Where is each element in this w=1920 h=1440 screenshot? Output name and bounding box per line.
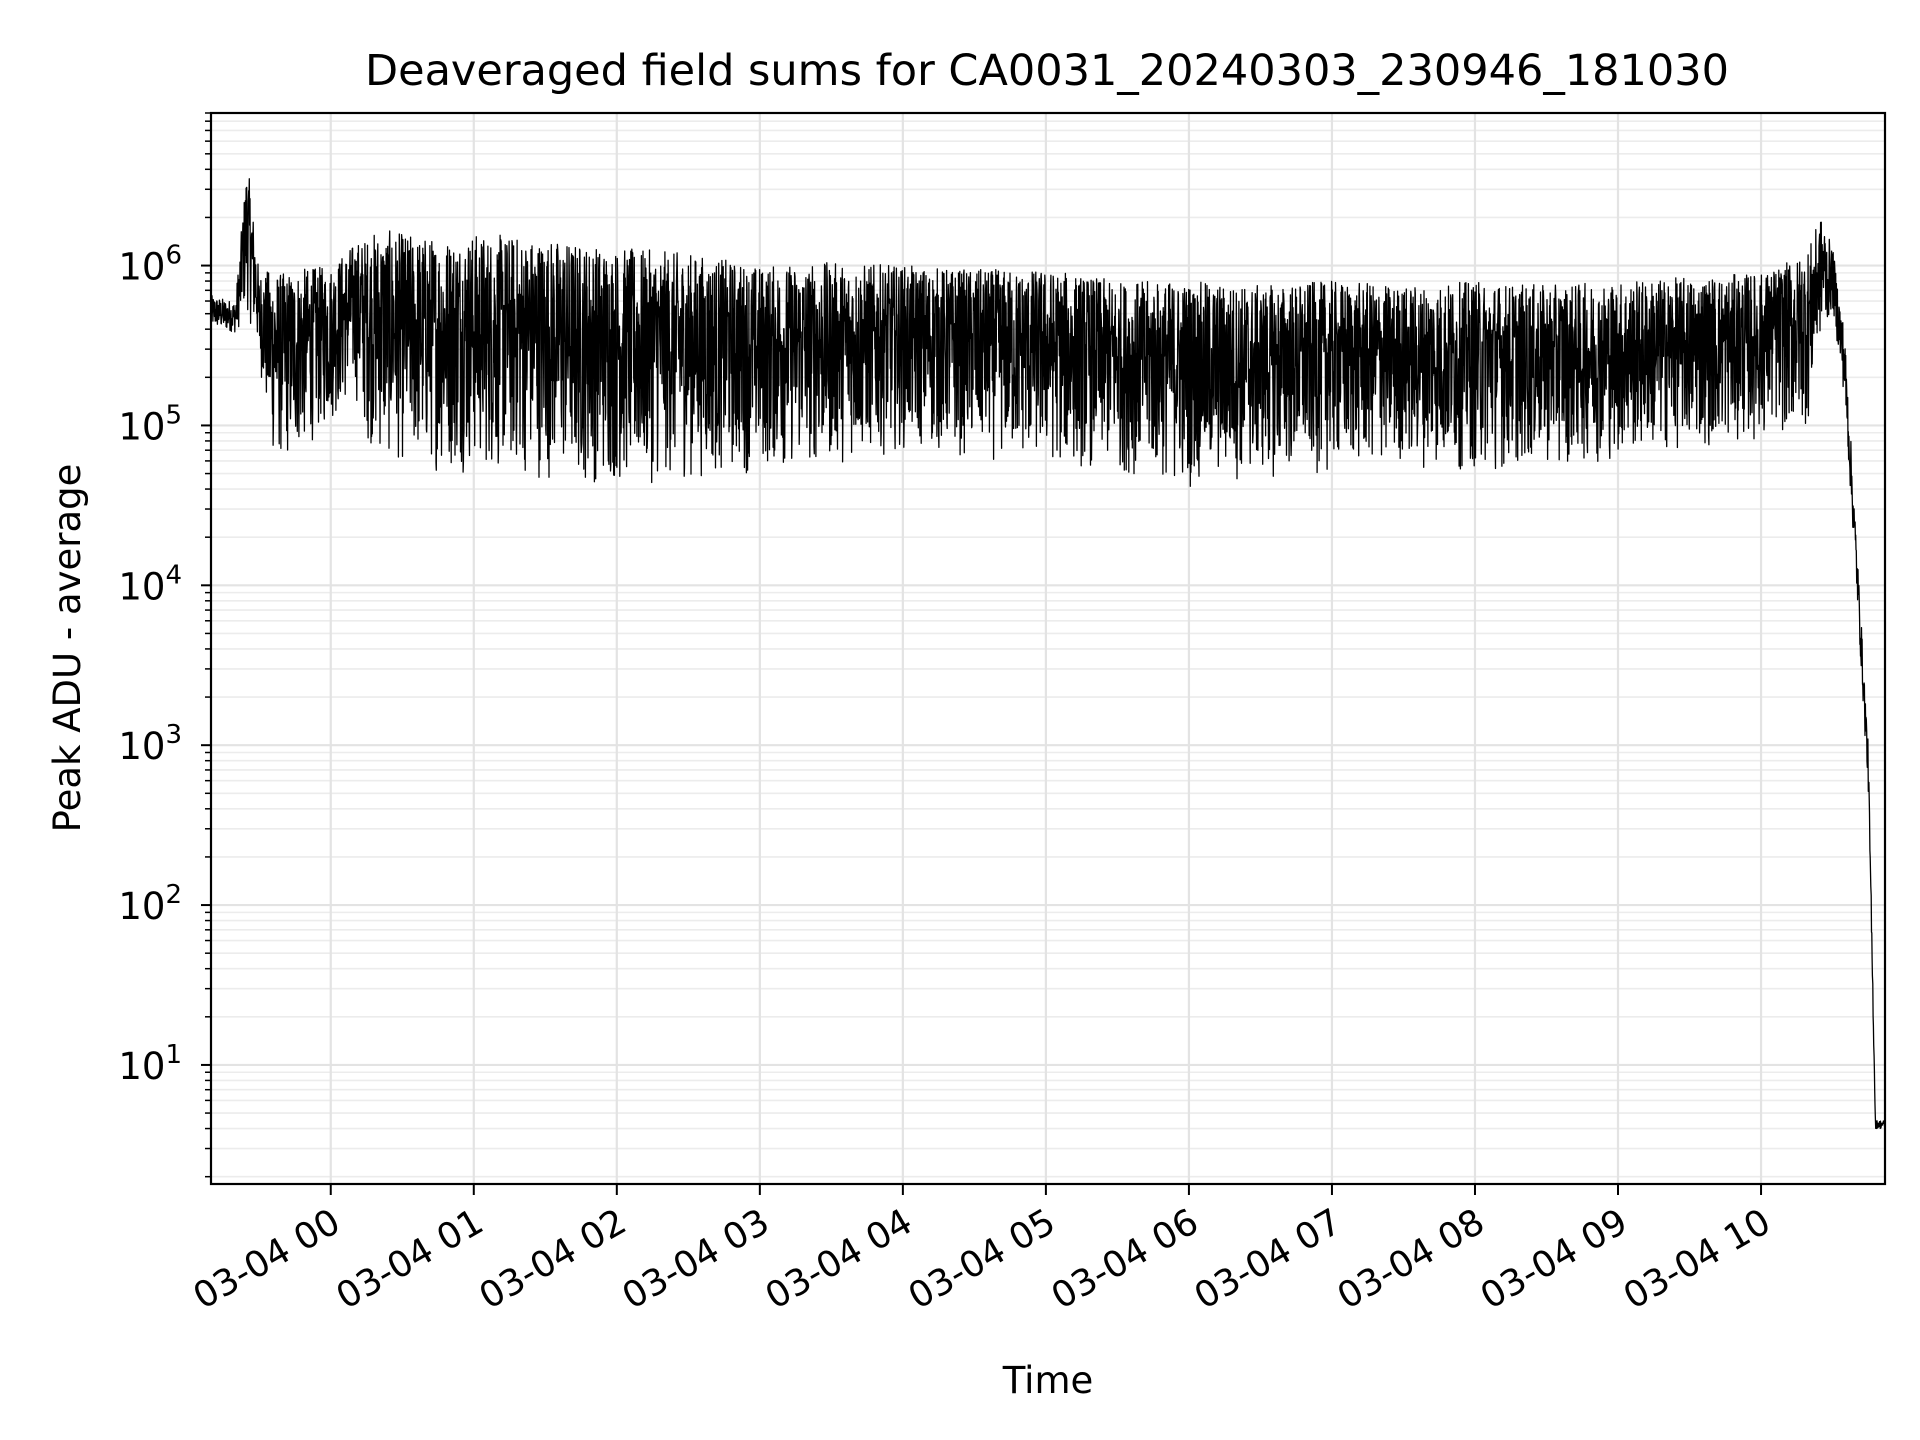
y-tick-label: 103 <box>118 720 182 768</box>
x-tick-label: 03-04 05 <box>902 1201 1063 1317</box>
x-tick-label: 03-04 02 <box>473 1201 634 1317</box>
x-axis-label: Time <box>1002 1359 1094 1402</box>
y-tick-exponent: 6 <box>165 241 182 271</box>
y-tick-exponent: 3 <box>165 720 182 750</box>
x-tick-label: 03-04 09 <box>1474 1201 1635 1317</box>
x-tick-label: 03-04 08 <box>1331 1201 1492 1317</box>
y-tick-label: 102 <box>118 880 182 928</box>
y-tick-base: 10 <box>118 405 165 448</box>
y-tick-base: 10 <box>118 885 165 928</box>
y-tick-exponent: 5 <box>165 400 182 430</box>
x-tick-label: 03-04 06 <box>1045 1201 1206 1317</box>
x-tick-label: 03-04 03 <box>616 1201 777 1317</box>
y-tick-base: 10 <box>118 725 165 768</box>
y-tick-label: 106 <box>118 241 182 289</box>
y-tick-exponent: 2 <box>165 880 182 910</box>
x-tick-label: 03-04 07 <box>1188 1201 1349 1317</box>
y-tick-base: 10 <box>118 1045 165 1088</box>
y-tick-exponent: 1 <box>165 1040 182 1070</box>
y-tick-label: 105 <box>118 400 182 448</box>
x-tick-label: 03-04 04 <box>759 1201 920 1317</box>
chart-title: Deaveraged field sums for CA0031_2024030… <box>365 46 1729 96</box>
x-tick-label: 03-04 01 <box>330 1201 491 1317</box>
minor-gridlines <box>211 112 1885 1178</box>
y-tick-base: 10 <box>118 246 165 289</box>
x-tick-label: 03-04 00 <box>187 1201 348 1317</box>
y-axis-label: Peak ADU - average <box>46 464 89 833</box>
x-tick-label: 03-04 10 <box>1617 1201 1778 1317</box>
series-line <box>210 178 1886 1130</box>
y-tick-base: 10 <box>118 565 165 608</box>
y-tick-exponent: 4 <box>165 560 182 590</box>
y-tick-label: 104 <box>118 560 182 608</box>
y-tick-label: 101 <box>118 1040 182 1088</box>
